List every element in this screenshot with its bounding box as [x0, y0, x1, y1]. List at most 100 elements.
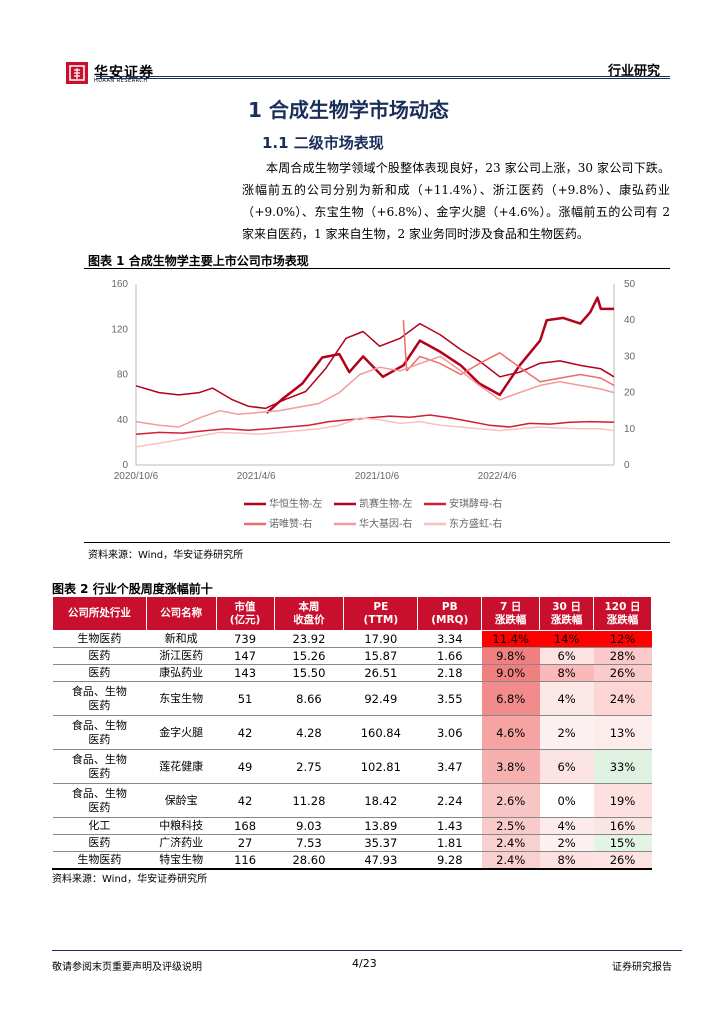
table-cell: 4%: [539, 817, 594, 835]
table-cell: 特宝生物: [146, 851, 217, 869]
x-tick: 2021/4/6: [237, 471, 276, 482]
footer-disclaimer: 敬请参阅末页重要声明及评级说明: [52, 962, 202, 973]
table-cell: 0%: [539, 783, 594, 818]
figure-top-rule: [84, 268, 670, 269]
table-cell: 6%: [539, 749, 594, 784]
table-header-cell: 市值 (亿元): [215, 596, 275, 631]
table-cell: 食品、生物 医药: [52, 783, 147, 818]
table-cell: 33%: [593, 749, 652, 784]
table-bottom-rule: [52, 868, 652, 870]
table-cell: 2.4%: [481, 834, 540, 852]
series-line: [135, 414, 615, 435]
figure-source: 资料来源：Wind，华安证券研究所: [88, 550, 244, 561]
table-cell: 116: [216, 851, 274, 869]
table-cell: 7.53: [274, 834, 344, 852]
figure-bottom-rule: [84, 542, 670, 543]
table-cell: 26%: [593, 664, 652, 682]
table-cell: 2.5%: [481, 817, 540, 835]
table-cell: 102.81: [343, 749, 418, 784]
market-performance-chart: 0 40 80 120 160 0 10 20 30 40 50 2020/10/6 2021/4/6 2…: [84, 272, 670, 542]
legend-label: 诺唯赞-右: [269, 517, 312, 530]
header-rule: [96, 76, 670, 77]
table-cell: 8%: [539, 851, 594, 869]
table-cell: 1.81: [417, 834, 482, 852]
table-cell: 4.6%: [481, 715, 540, 750]
table-cell: 1.43: [417, 817, 482, 835]
footer-rule: [52, 950, 682, 951]
y-tick-right: 50: [624, 279, 636, 290]
table-cell: 12%: [593, 630, 652, 648]
table-cell: 6.8%: [481, 681, 540, 716]
table-cell: 9.28: [417, 851, 482, 869]
table-cell: 2.75: [274, 749, 344, 784]
table-cell: 160.84: [343, 715, 418, 750]
table-cell: 化工: [52, 817, 147, 835]
table-header-cell: 7 日涨跌幅: [481, 596, 541, 631]
table-cell: 保龄宝: [146, 783, 217, 818]
top-ten-table: 公司所处行业 公司名称 市值 (亿元) 本周 收盘价 PE (TTM) PB (MRQ) 7 日涨跌…: [52, 596, 652, 869]
table-row: 化工 中粮科技 168 9.03 13.89 1.43 2.5% 4% 16%: [52, 817, 652, 835]
table-cell: 35.37: [343, 834, 418, 852]
legend-label: 凯赛生物-左: [359, 497, 412, 510]
table-row: 生物医药 新和成 739 23.92 17.90 3.34 11.4% 14% 12%: [52, 630, 652, 648]
table-cell: 3.8%: [481, 749, 540, 784]
series-line: [402, 320, 615, 387]
table-cell: 16%: [593, 817, 652, 835]
y-tick-right: 10: [624, 424, 636, 435]
table-cell: 11.28: [274, 783, 344, 818]
table-title: 图表 2 行业个股周度涨幅前十: [52, 582, 213, 596]
table-header-cell: 30 日涨跌幅: [539, 596, 595, 631]
table-row: 生物医药 特宝生物 116 28.60 47.93 9.28 2.4% 8% 26%: [52, 851, 652, 869]
series-line: [265, 296, 614, 414]
table-cell: 11.4%: [481, 630, 540, 648]
table-header-cell: PE (TTM): [343, 596, 419, 631]
x-tick: 2020/10/6: [114, 471, 159, 482]
table-cell: 4.28: [274, 715, 344, 750]
huaan-logo-icon: [66, 62, 88, 84]
table-header-cell: 公司所处行业: [52, 596, 147, 631]
table-cell: 2.4%: [481, 851, 540, 869]
table-header-cell: PB (MRQ): [417, 596, 483, 631]
table-cell: 3.55: [417, 681, 482, 716]
table-header-cell: 公司名称: [145, 596, 217, 631]
table-cell: 东宝生物: [146, 681, 217, 716]
logo-text: 华安证券: [94, 65, 154, 81]
table-cell: 26.51: [343, 664, 418, 682]
page-number: 4/23: [352, 957, 377, 970]
table-cell: 24%: [593, 681, 652, 716]
table-row: 食品、生物 医药 东宝生物 51 8.66 92.49 3.55 6.8% 4% 24%: [52, 681, 652, 716]
table-cell: 18.42: [343, 783, 418, 818]
table-cell: 食品、生物 医药: [52, 715, 147, 750]
table-cell: 康弘药业: [146, 664, 217, 682]
table-cell: 17.90: [343, 630, 418, 648]
table-cell: 6%: [539, 647, 594, 665]
table-row: 医药 广济药业 27 7.53 35.37 1.81 2.4% 2% 15%: [52, 834, 652, 852]
table-cell: 15%: [593, 834, 652, 852]
table-cell: 13.89: [343, 817, 418, 835]
legend-label: 东方盛虹-右: [449, 517, 502, 530]
table-cell: 14%: [539, 630, 594, 648]
legend-label: 华恒生物-左: [269, 497, 322, 510]
table-cell: 51: [216, 681, 274, 716]
table-cell: 42: [216, 715, 274, 750]
table-cell: 医药: [52, 834, 147, 852]
footer-report-type: 证券研究报告: [612, 962, 672, 973]
figure-title: 图表 1 合成生物学主要上市公司市场表现: [88, 254, 309, 268]
y-tick-left: 0: [122, 460, 128, 471]
body-paragraph: 本周合成生物学领域个股整体表现良好，23 家公司上涨，30 家公司下跌。涨幅前五…: [242, 161, 670, 241]
table-cell: 92.49: [343, 681, 418, 716]
header-rule-double: [96, 78, 670, 79]
table-row: 医药 康弘药业 143 15.50 26.51 2.18 9.0% 8% 26%: [52, 664, 652, 682]
table-cell: 739: [216, 630, 274, 648]
table-cell: 2.18: [417, 664, 482, 682]
table-cell: 中粮科技: [146, 817, 217, 835]
table-cell: 生物医药: [52, 851, 147, 869]
logo-subtext: HUAAN RESEARCH: [94, 78, 148, 84]
y-tick-right: 30: [624, 351, 636, 362]
table-cell: 生物医药: [52, 630, 147, 648]
table-cell: 15.87: [343, 647, 418, 665]
table-header-cell: 本周 收盘价: [273, 596, 345, 631]
table-cell: 食品、生物 医药: [52, 681, 147, 716]
table-cell: 143: [216, 664, 274, 682]
table-cell: 金字火腿: [146, 715, 217, 750]
